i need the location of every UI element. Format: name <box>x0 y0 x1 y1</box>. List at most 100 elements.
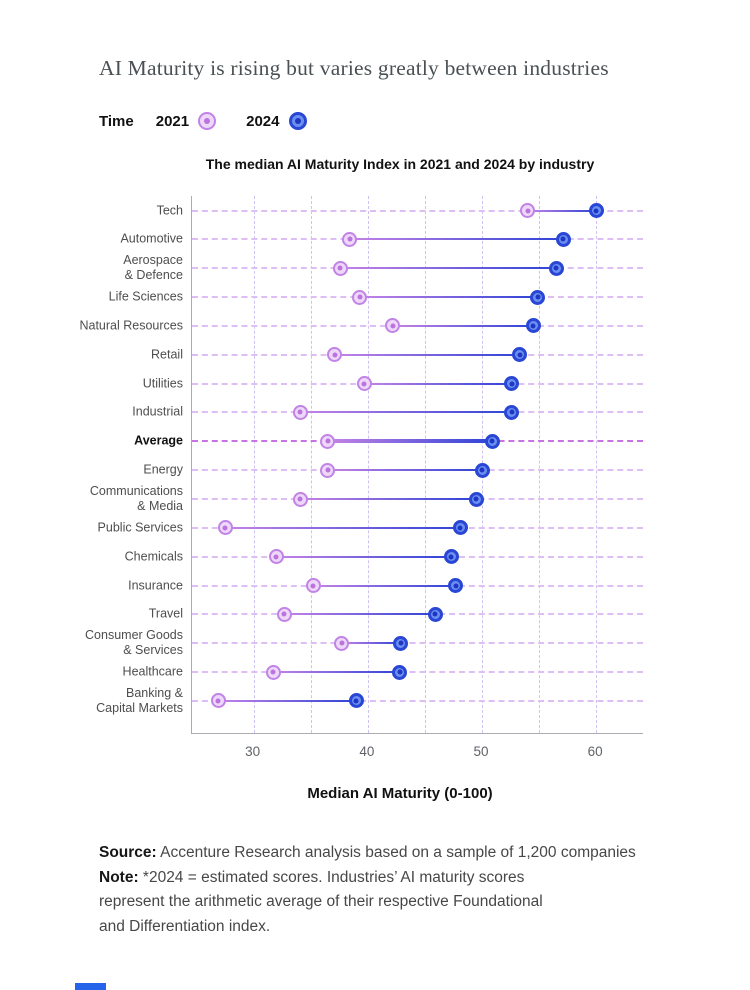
dumbbell-connector <box>327 439 493 444</box>
category-label-life-sciences: Life Sciences <box>108 289 183 304</box>
legend-2021-marker-icon <box>198 112 217 130</box>
category-label-industrial: Industrial <box>132 404 183 419</box>
legend-2024-label: 2024 <box>246 112 280 130</box>
row-guide-line <box>192 671 643 674</box>
legend-item-2021: 2021 <box>155 112 217 130</box>
gridline-x-30 <box>253 196 255 733</box>
point-2024 <box>525 318 541 334</box>
x-tick-label-50: 50 <box>473 744 489 759</box>
x-axis-title: Median AI Maturity (0-100) <box>307 785 493 802</box>
legend: Time 2021 2024 <box>99 112 337 130</box>
category-label-average: Average <box>134 433 183 448</box>
category-label-aerospace-defence: Aerospace & Defence <box>123 253 183 283</box>
dumbbell-connector <box>349 238 564 241</box>
brand-accent-bar <box>75 983 106 990</box>
point-2024 <box>474 462 490 478</box>
gridline-x-60 <box>596 196 598 733</box>
category-label-utilities: Utilities <box>142 376 183 391</box>
gridline-x-35 <box>310 196 312 733</box>
point-2024 <box>530 289 546 305</box>
point-2021 <box>320 433 336 449</box>
point-2021 <box>210 693 226 709</box>
category-label-travel: Travel <box>148 606 183 621</box>
point-2021 <box>342 231 358 247</box>
footnote-note-line1: Note: *2024 = estimated scores. Industri… <box>99 866 699 891</box>
dumbbell-connector <box>364 382 512 385</box>
point-2024 <box>504 376 520 392</box>
dumbbell-connector <box>341 642 401 645</box>
gridline-x-45 <box>424 196 426 733</box>
footnote-source-line: Source: Accenture Research analysis base… <box>99 841 699 866</box>
dumbbell-connector <box>527 209 597 212</box>
point-2024 <box>427 606 443 622</box>
category-label-automotive: Automotive <box>120 231 183 246</box>
point-2021 <box>356 376 372 392</box>
dumbbell-connector <box>276 555 452 558</box>
point-2024 <box>452 520 468 536</box>
x-tick-label-30: 30 <box>245 744 261 759</box>
point-2021 <box>305 578 321 594</box>
dumbbell-connector <box>300 498 477 500</box>
point-2024 <box>392 664 408 680</box>
category-label-healthcare: Healthcare <box>122 664 183 679</box>
point-2021 <box>276 606 292 622</box>
x-axis-ticks: 30 40 50 60 <box>0 744 750 764</box>
point-2021 <box>520 203 536 218</box>
point-2024 <box>393 635 409 651</box>
dumbbell-connector <box>218 699 357 702</box>
row-guide-line <box>192 699 643 702</box>
category-label-retail: Retail <box>151 347 183 362</box>
point-2024 <box>512 347 528 363</box>
footnote-note-line3: and Differentiation index. <box>99 917 271 935</box>
point-2021 <box>265 664 281 680</box>
source-label: Source: <box>99 844 157 861</box>
footnote: Source: Accenture Research analysis base… <box>99 841 699 939</box>
dumbbell-connector <box>359 296 538 299</box>
chart-subtitle: The median AI Maturity Index in 2021 and… <box>205 156 595 172</box>
point-2021 <box>352 289 368 305</box>
x-tick-label-40: 40 <box>359 744 375 759</box>
point-2021 <box>385 318 401 334</box>
gridline-x-55 <box>539 196 541 733</box>
x-tick-label-60: 60 <box>587 744 603 759</box>
point-2021 <box>327 347 343 363</box>
point-2024 <box>588 203 604 218</box>
point-2021 <box>268 549 284 565</box>
note-label: Note: <box>99 868 139 886</box>
dumbbell-connector <box>327 469 482 472</box>
point-2024 <box>555 231 571 247</box>
dumbbell-connector <box>340 267 557 270</box>
dumbbell-connector <box>334 353 520 356</box>
dumbbell-connector <box>225 526 461 529</box>
dumbbell-connector <box>284 613 436 616</box>
dumbbell-connector <box>392 324 534 327</box>
point-2021 <box>320 462 336 478</box>
category-labels: Tech Automotive Aerospace & Defence Life Sci… <box>0 0 183 990</box>
category-label-public-services: Public Services <box>97 520 183 535</box>
note-text-1: *2024 = estimated scores. Industries’ AI… <box>138 868 525 886</box>
footnote-note-line2: represent the arithmetic average of thei… <box>99 893 543 911</box>
category-label-chemicals: Chemicals <box>124 549 183 564</box>
point-2021 <box>334 635 350 651</box>
row-guide-line <box>192 209 643 212</box>
legend-title: Time <box>99 112 134 130</box>
category-label-communications-media: Communications & Media <box>89 484 183 513</box>
point-2024 <box>448 578 464 594</box>
point-2021 <box>217 520 233 536</box>
source-text: Accenture Research analysis based on a s… <box>156 844 636 861</box>
gridline-x-40 <box>367 196 369 733</box>
dumbbell-connector <box>300 411 512 414</box>
plot-area <box>191 196 643 734</box>
point-2024 <box>348 693 364 709</box>
category-label-natural-resources: Natural Resources <box>79 318 183 333</box>
point-2024 <box>484 433 500 449</box>
dumbbell-connector <box>273 671 400 674</box>
legend-2024-marker-icon <box>288 112 307 130</box>
point-2024 <box>443 549 459 565</box>
category-label-tech: Tech <box>156 203 183 217</box>
chart-headline: AI Maturity is rising but varies greatly… <box>99 56 609 80</box>
row-guide-line <box>192 642 643 645</box>
legend-item-2024: 2024 <box>246 112 307 130</box>
legend-2021-label: 2021 <box>155 112 190 130</box>
